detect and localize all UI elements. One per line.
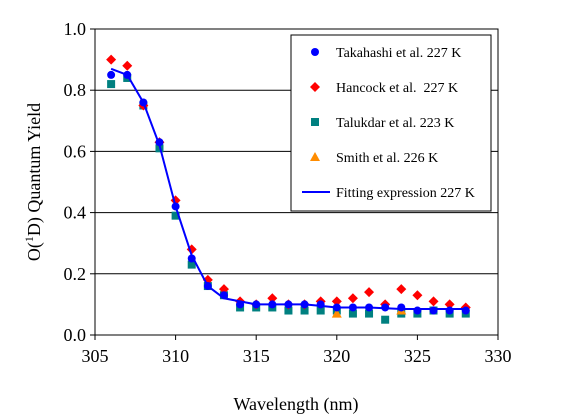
legend-swatch	[311, 118, 319, 126]
y-tick-label: 0.0	[64, 325, 87, 345]
fit-line	[110, 67, 466, 310]
data-point	[122, 60, 133, 71]
data-point	[218, 284, 229, 295]
y-tick-label: 0.6	[64, 141, 87, 161]
data-point	[331, 296, 342, 307]
y-axis-label-prefix: O(	[24, 242, 45, 261]
legend-label: Hancock et al. 227 K	[336, 81, 458, 96]
data-point	[284, 306, 293, 315]
data-point	[364, 287, 375, 298]
data-point	[331, 308, 342, 318]
data-point	[412, 290, 423, 301]
data-point	[107, 80, 116, 89]
y-tick-label: 0.8	[64, 80, 87, 100]
y-tick-label: 0.4	[64, 203, 87, 223]
y-tick-label: 0.2	[64, 264, 87, 284]
data-point	[445, 306, 454, 315]
x-tick-label: 305	[82, 346, 109, 366]
y-axis-label-superscript: 1	[22, 236, 36, 242]
series-layer	[106, 54, 471, 324]
legend-box	[290, 34, 492, 212]
y-axis-label: O(1D) Quantum Yield	[22, 103, 45, 261]
legend-label: Smith et al. 226 K	[336, 151, 438, 166]
x-tick-label: 330	[485, 346, 512, 366]
x-axis-label: Wavelength (nm)	[233, 394, 358, 415]
y-tick-label: 1.0	[64, 19, 87, 39]
data-point	[413, 306, 422, 315]
x-axis: 305 310 315 320 325 330	[82, 335, 512, 366]
data-point	[461, 306, 470, 315]
x-tick-label: 325	[404, 346, 431, 366]
legend-label: Talukdar et al. 223 K	[336, 116, 454, 131]
legend-swatch	[310, 152, 320, 161]
data-point	[187, 260, 196, 269]
data-point	[107, 70, 116, 79]
legend: Takahashi et al. 227 K Hancock et al. 227…	[290, 34, 492, 212]
data-point	[348, 309, 357, 318]
y-axis-label-rest: D) Quantum Yield	[24, 103, 45, 236]
data-point	[267, 293, 278, 304]
plot-area-frame	[94, 28, 499, 336]
data-point	[396, 284, 407, 295]
legend-label: Takahashi et al. 227 K	[336, 46, 461, 61]
data-point	[381, 315, 390, 324]
data-point	[106, 54, 117, 65]
data-point	[397, 303, 406, 312]
x-tick-label: 315	[243, 346, 270, 366]
data-point	[444, 299, 455, 310]
data-point	[171, 211, 180, 220]
data-point	[429, 306, 438, 315]
data-point	[365, 309, 374, 318]
legend-swatch	[310, 82, 320, 92]
x-tick-label: 310	[162, 346, 189, 366]
series-4	[110, 67, 466, 310]
data-point	[347, 293, 358, 304]
legend-swatch	[311, 48, 319, 56]
data-point	[300, 306, 309, 315]
data-point	[428, 296, 439, 307]
y-axis: 0.0 0.2 0.4 0.6 0.8 1.0	[64, 19, 95, 345]
data-point	[316, 306, 325, 315]
legend-label: Fitting expression 227 K	[336, 186, 475, 201]
x-tick-label: 320	[323, 346, 350, 366]
